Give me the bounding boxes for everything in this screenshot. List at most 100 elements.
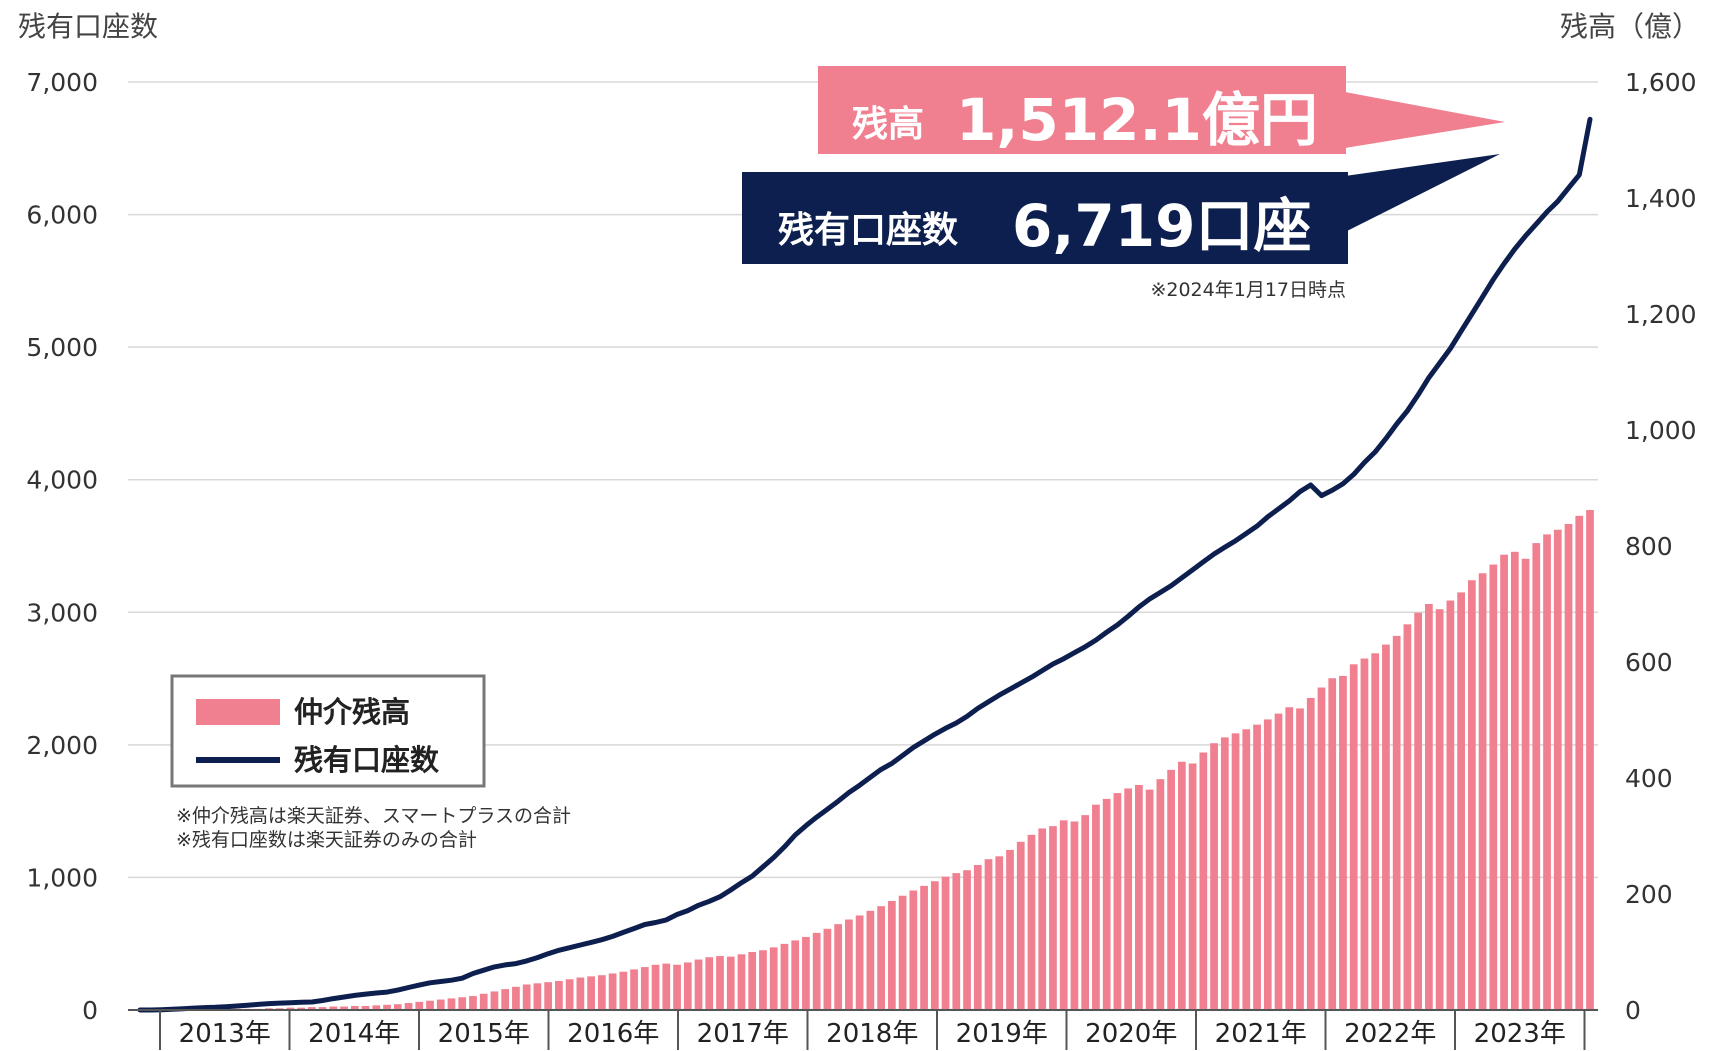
balance-callout: 残高 1,512.1億円	[818, 66, 1505, 154]
balance-bar	[1059, 820, 1068, 1010]
balance-bar	[490, 991, 499, 1010]
as-of-note: ※2024年1月17日時点	[1150, 279, 1346, 301]
left-tick-label: 2,000	[26, 731, 98, 760]
balance-bar	[930, 881, 939, 1010]
right-tick-label: 1,400	[1625, 184, 1697, 213]
balance-bar	[1339, 675, 1347, 1010]
balance-bar	[350, 1005, 359, 1010]
right-tick-label: 200	[1625, 880, 1673, 909]
balance-bar	[597, 975, 606, 1010]
balance-bar	[372, 1005, 381, 1010]
balance-bar	[404, 1003, 413, 1010]
year-label: 2019年	[956, 1019, 1048, 1049]
balance-bar	[683, 962, 692, 1010]
right-tick-label: 600	[1625, 648, 1673, 677]
legend-bar-label: 仲介残高	[294, 695, 410, 729]
balance-bar	[1135, 784, 1143, 1010]
balance-bar	[1392, 635, 1401, 1010]
balance-bar	[1510, 551, 1519, 1010]
balance-bar	[1371, 653, 1380, 1010]
balance-bar	[1489, 564, 1498, 1010]
balance-bar	[716, 956, 724, 1010]
year-label: 2023年	[1474, 1019, 1566, 1049]
year-label: 2021年	[1215, 1019, 1307, 1049]
balance-bar	[673, 964, 681, 1010]
footnote-2: ※残有口座数は楽天証券のみの合計	[176, 829, 477, 851]
balance-bar	[1006, 849, 1014, 1010]
balance-bar	[1199, 752, 1208, 1010]
balance-bar	[458, 997, 467, 1010]
balance-bar	[834, 924, 843, 1010]
balance-bar	[1317, 687, 1326, 1010]
footnote-1: ※仲介残高は楽天証券、スマートプラスの合計	[176, 805, 571, 827]
balance-bar	[1403, 624, 1412, 1010]
balance-bar	[1478, 573, 1487, 1010]
balance-bar	[318, 1007, 327, 1010]
accounts-callout-prefix: 残有口座数	[778, 210, 958, 251]
year-label: 2020年	[1085, 1019, 1177, 1049]
balance-bar	[1027, 834, 1036, 1010]
balance-bar	[576, 977, 585, 1010]
balance-bar	[447, 998, 456, 1010]
balance-bar	[1188, 763, 1197, 1010]
balance-bar	[1500, 554, 1508, 1010]
balance-bar	[469, 996, 477, 1010]
balance-bar	[393, 1004, 402, 1010]
balance-bar	[1113, 793, 1122, 1010]
accounts-callout-box	[742, 172, 1348, 264]
balance-bar	[1016, 841, 1025, 1010]
balance-bar	[587, 976, 595, 1010]
balance-bar	[1092, 804, 1100, 1010]
balance-bar	[340, 1006, 348, 1010]
balance-bar	[694, 959, 703, 1010]
balance-bar	[361, 1005, 370, 1010]
balance-bar	[522, 984, 531, 1010]
balance-bar	[426, 1000, 434, 1010]
balance-bar	[501, 989, 510, 1010]
balance-callout-prefix: 残高	[852, 104, 924, 145]
accounts-line-layer	[137, 116, 1593, 1013]
balance-callout-value: 1,512.1億円	[956, 86, 1318, 154]
right-tick-label: 1,600	[1625, 68, 1697, 97]
right-tick-label: 1,200	[1625, 300, 1697, 329]
balance-bar	[286, 1007, 295, 1010]
right-axis-title: 残高（億）	[1560, 10, 1700, 43]
year-label: 2022年	[1344, 1019, 1436, 1049]
left-tick-label: 0	[82, 996, 98, 1025]
balance-bar	[383, 1004, 391, 1010]
balance-bar	[1564, 523, 1573, 1010]
year-label: 2015年	[438, 1019, 530, 1049]
balance-bar	[512, 986, 520, 1010]
balance-bar	[780, 943, 789, 1010]
balance-bar	[1575, 515, 1584, 1010]
accounts-line	[137, 116, 1593, 1013]
balance-bar	[555, 981, 563, 1010]
balance-bar	[845, 919, 853, 1010]
balance-bar	[726, 956, 735, 1010]
balance-bar	[307, 1007, 316, 1010]
left-tick-label: 6,000	[26, 201, 98, 230]
balance-callout-box	[818, 66, 1346, 154]
balance-bar	[662, 963, 671, 1010]
left-axis-ticks: 0 1,000 2,000 3,000 4,000 5,000 6,000 7,000	[26, 68, 98, 1025]
balance-bar	[1435, 609, 1444, 1010]
balance-bar	[1328, 678, 1337, 1010]
balance-bar	[415, 1001, 424, 1010]
x-axis: 2013年 2014年 2015年 2016年 2017年 2018年 2019年 2020年…	[128, 1009, 1598, 1050]
balance-bar	[973, 865, 982, 1010]
balance-bar	[651, 964, 660, 1010]
balance-callout-pointer	[1345, 92, 1505, 148]
balance-bar	[1446, 600, 1455, 1010]
balance-bar	[436, 999, 445, 1010]
balance-bar	[533, 983, 542, 1010]
balance-bar	[1263, 719, 1272, 1010]
balance-bar	[544, 982, 553, 1010]
balance-bar	[737, 954, 746, 1010]
balance-bar	[1285, 707, 1294, 1010]
balance-bar	[748, 952, 757, 1010]
balance-bar	[823, 928, 832, 1010]
balance-bar	[1521, 558, 1530, 1010]
balance-bar	[877, 906, 885, 1010]
balance-bar	[1124, 788, 1133, 1010]
